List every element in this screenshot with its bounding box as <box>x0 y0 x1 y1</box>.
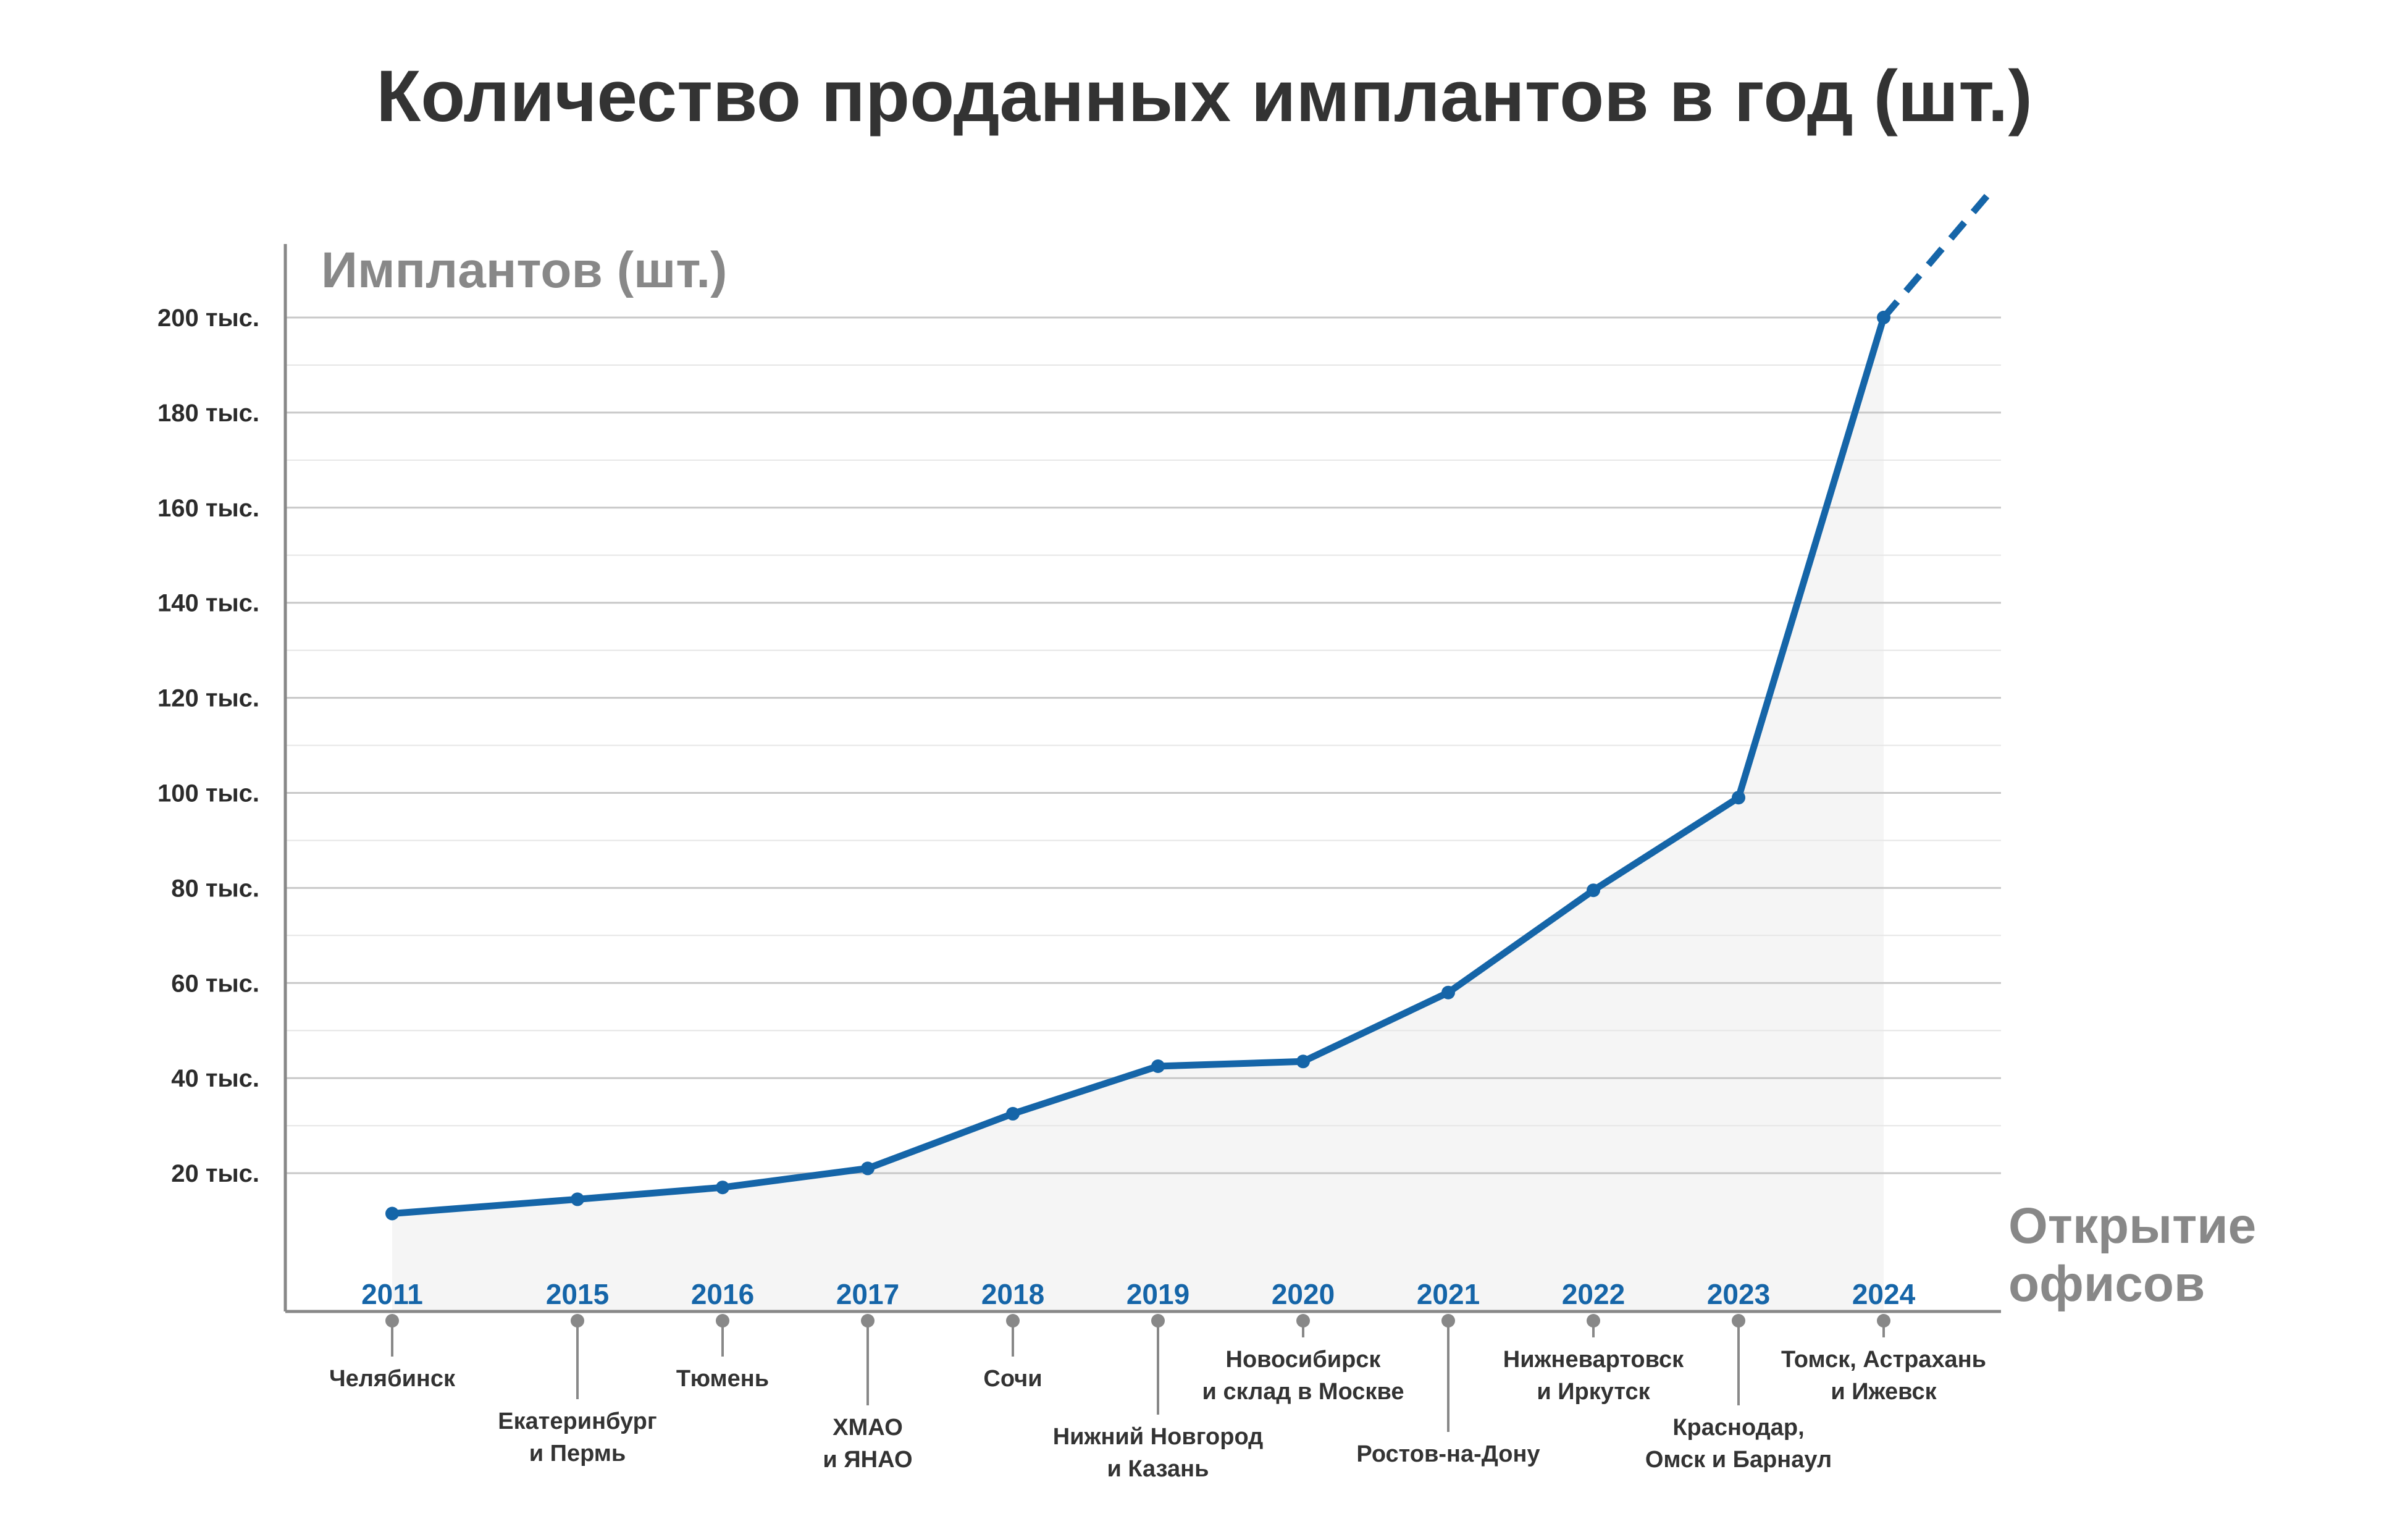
office-label: Сочи <box>983 1366 1042 1392</box>
office-label: ХМАО <box>833 1415 903 1441</box>
data-points <box>385 311 1890 1221</box>
office-annotations: Челябинск Екатеринбург и Пермь Тюмень ХМАО и … <box>329 1314 1986 1482</box>
office-label: и Иркутск <box>1537 1379 1650 1405</box>
office-marker <box>1587 1314 1600 1328</box>
data-point <box>1587 883 1600 898</box>
minor-grid-layer <box>285 364 2001 1127</box>
office-label: и склад в Москве <box>1202 1379 1404 1405</box>
office-label: Екатеринбург <box>498 1408 657 1434</box>
y-tick-label: 100 тыс. <box>157 780 259 807</box>
x-tick-label: 2016 <box>691 1278 754 1310</box>
x-tick-label: 2018 <box>981 1278 1044 1310</box>
y-tick-label: 160 тыс. <box>157 495 259 522</box>
office-marker <box>1877 1314 1890 1328</box>
office-marker <box>1732 1314 1745 1328</box>
office-marker <box>716 1314 729 1328</box>
office-label: Тюмень <box>676 1366 769 1392</box>
grid-layer <box>285 316 2001 1174</box>
office-marker <box>1296 1314 1310 1328</box>
data-point <box>571 1192 584 1206</box>
x-tick-label: 2021 <box>1417 1278 1480 1310</box>
x-tick-label: 2019 <box>1126 1278 1189 1310</box>
office-marker <box>571 1314 584 1328</box>
series-projection <box>1881 192 1992 320</box>
office-label: и Пермь <box>529 1441 626 1467</box>
data-point <box>861 1161 875 1176</box>
data-point <box>1296 1054 1310 1069</box>
x-tick-label: 2023 <box>1707 1278 1770 1310</box>
x-axis-label: Открытие офисов <box>2008 1198 2256 1312</box>
x-tick-label: 2011 <box>361 1278 423 1310</box>
y-tick-label: 140 тыс. <box>157 590 259 617</box>
office-label: Нижневартовск <box>1503 1347 1684 1373</box>
x-axis-label-line: офисов <box>2008 1256 2205 1312</box>
x-tick-label: 2015 <box>546 1278 609 1310</box>
y-tick-label: 120 тыс. <box>157 685 259 712</box>
x-tick-label: 2024 <box>1852 1278 1916 1310</box>
data-point <box>1151 1059 1165 1073</box>
office-label: Томск, Астрахань <box>1781 1347 1986 1373</box>
chart-title: Количество проданных имплантов в год (шт… <box>376 56 2033 137</box>
office-label: Краснодар, <box>1672 1415 1804 1441</box>
data-point <box>1732 791 1745 805</box>
office-label: и Казань <box>1107 1456 1209 1482</box>
office-marker <box>1006 1314 1020 1328</box>
office-label: Челябинск <box>329 1366 456 1392</box>
x-tick-label: 2020 <box>1272 1278 1335 1310</box>
y-tick-label: 60 тыс. <box>171 970 259 997</box>
data-point <box>1006 1106 1020 1121</box>
y-tick-labels: 20 тыс. 40 тыс. 60 тыс. 80 тыс. 100 тыс. 120 … <box>157 305 259 1187</box>
x-tick-label: 2022 <box>1562 1278 1625 1310</box>
y-tick-label: 40 тыс. <box>171 1065 259 1092</box>
data-point <box>1877 311 1890 324</box>
office-label: Омск и Барнаул <box>1645 1447 1832 1473</box>
area-layer <box>392 318 1884 1311</box>
office-label: Новосибирск <box>1226 1347 1382 1373</box>
y-tick-label: 180 тыс. <box>157 400 259 427</box>
office-marker <box>1151 1314 1165 1328</box>
y-tick-label: 200 тыс. <box>157 305 259 332</box>
y-tick-label: 80 тыс. <box>171 875 259 902</box>
x-axis-label-line: Открытие <box>2008 1198 2256 1254</box>
x-tick-labels: 2011 2015 2016 2017 2018 2019 2020 2021 2022 2023… <box>361 1278 1915 1310</box>
y-axis-label: Имплантов (шт.) <box>321 242 727 298</box>
x-tick-label: 2017 <box>836 1278 899 1310</box>
office-marker <box>1441 1314 1455 1328</box>
data-point <box>1441 985 1455 1000</box>
data-point <box>716 1181 729 1195</box>
data-point <box>385 1206 399 1221</box>
area-fill <box>392 318 1884 1311</box>
axis-layer <box>283 244 2001 1313</box>
office-label: Ростов-на-Дону <box>1356 1441 1540 1467</box>
office-label: Нижний Новгород <box>1053 1424 1264 1450</box>
office-label: и ЯНАО <box>823 1447 912 1473</box>
office-label: и Ижевск <box>1831 1379 1937 1405</box>
office-marker <box>861 1314 875 1328</box>
office-marker <box>385 1314 399 1328</box>
y-tick-label: 20 тыс. <box>171 1160 259 1187</box>
